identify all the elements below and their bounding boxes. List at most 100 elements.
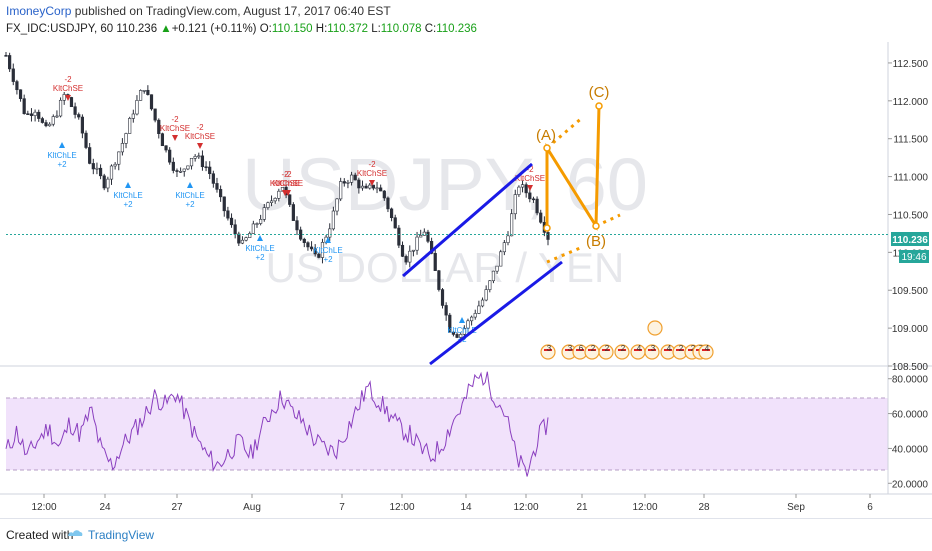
event-flag-stripe	[648, 349, 656, 351]
candle-body	[320, 242, 325, 258]
candle-body	[306, 242, 310, 248]
candle-body	[240, 239, 245, 244]
candle-body	[88, 147, 92, 164]
channel-upper-line[interactable]	[402, 162, 533, 278]
open-label: O:	[259, 23, 272, 35]
candle-body	[168, 149, 172, 163]
candle-body	[113, 163, 117, 167]
candle-body	[364, 185, 368, 189]
signal-label: KltChSE	[273, 179, 303, 188]
candle-body	[506, 235, 510, 243]
candle-body	[193, 156, 197, 159]
time-tick-label: 12:00	[632, 502, 657, 513]
candle-body	[386, 197, 390, 210]
time-tick-label: 24	[99, 502, 111, 513]
candle-body	[109, 165, 114, 180]
candle-body	[349, 174, 354, 183]
candle-body	[517, 186, 521, 195]
signal-count: +2	[123, 200, 133, 209]
publish-line: ImoneyCorp published on TradingView.com,…	[6, 4, 391, 18]
symbol-label[interactable]: FX_IDC:USDJPY, 60	[6, 23, 114, 35]
tradingview-link[interactable]: TradingView	[88, 528, 155, 542]
candle-body	[40, 118, 44, 123]
event-count: 2	[591, 344, 596, 353]
channel-lower-line[interactable]	[429, 260, 563, 366]
candle-body	[346, 181, 350, 184]
candle-body	[273, 198, 277, 202]
candle-body	[208, 166, 212, 175]
wave-point-c	[595, 102, 603, 110]
candle-body	[488, 280, 492, 290]
signal-up-arrow-icon	[257, 235, 263, 241]
wave-path	[545, 105, 601, 232]
candle-body	[400, 244, 405, 257]
candle-body	[15, 81, 19, 91]
candle-body	[451, 331, 456, 335]
created-with-label: Created with	[6, 528, 74, 542]
time-tick-label: Aug	[243, 502, 261, 513]
candle-body	[295, 220, 299, 231]
candle-body	[215, 183, 219, 190]
event-flag-stripe	[688, 349, 696, 351]
signal-count: -2	[368, 160, 376, 169]
candle-body	[411, 249, 416, 252]
candle-body	[124, 133, 128, 144]
candle-body	[55, 115, 59, 118]
event-flag-icon	[647, 320, 663, 336]
candle-body	[259, 219, 263, 224]
rsi-tick-label: 80.0000	[892, 375, 929, 386]
signal-count: -2	[281, 170, 289, 179]
candle-body	[44, 122, 48, 127]
candle-body	[98, 167, 103, 177]
candle-body	[73, 106, 77, 115]
signal-label: KltChSE	[53, 84, 83, 93]
candle-body	[371, 184, 375, 189]
ohlc-line: FX_IDC:USDJPY, 60 110.236 ▲+0.121 (+0.11…	[6, 23, 477, 35]
candle-body	[335, 198, 339, 212]
time-tick-label: 12:00	[31, 502, 56, 513]
signal-count: +2	[255, 253, 265, 262]
signal-label: KltChLE	[313, 246, 342, 255]
wave-projection[interactable]: (A) (B) (C)	[536, 84, 621, 264]
candle-body	[58, 99, 63, 117]
rsi-line	[5, 371, 549, 477]
candle-body	[244, 237, 248, 241]
candle-body	[513, 194, 517, 215]
wave-label-b: (B)	[586, 233, 606, 250]
candle-body	[8, 55, 12, 70]
candle-body	[368, 184, 372, 189]
candle-body	[317, 253, 321, 258]
candle-body	[179, 171, 183, 173]
candle-body	[353, 174, 357, 181]
candle-body	[131, 113, 135, 119]
candle-body	[237, 233, 241, 244]
candle-body	[280, 187, 285, 192]
candle-body	[429, 241, 434, 254]
candle-body	[389, 208, 394, 219]
event-count: 4	[667, 344, 672, 353]
candle-body	[510, 213, 514, 237]
candle-body	[251, 223, 255, 234]
event-flag-stripe	[702, 349, 710, 351]
candle-body	[219, 189, 223, 198]
time-tick-label: 12:00	[389, 502, 414, 513]
candle-body	[473, 313, 477, 318]
candle-body	[397, 227, 401, 246]
candle-body	[233, 224, 237, 235]
candle-body	[51, 116, 55, 125]
candle-body	[77, 114, 81, 118]
wave-point-start	[543, 224, 551, 232]
candle-body	[189, 157, 194, 167]
candle-body	[248, 233, 252, 238]
signal-count: -2	[171, 115, 179, 124]
signal-label: KltChSE	[270, 179, 300, 188]
signal-count: -2	[526, 165, 534, 174]
candle-body	[302, 238, 306, 243]
signal-down-arrow-icon	[282, 190, 288, 196]
candle-body	[480, 299, 485, 307]
candle-body	[422, 231, 426, 236]
author-link[interactable]: ImoneyCorp	[6, 4, 72, 18]
candle-body	[277, 190, 281, 199]
price-tick-label: 110.500	[893, 210, 929, 221]
